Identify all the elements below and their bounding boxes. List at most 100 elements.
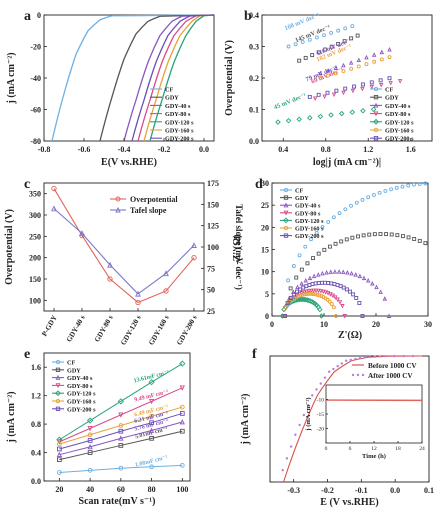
data-point [149,413,154,419]
x-axis-title: log|j (mA cm⁻²)| [313,157,381,168]
data-point [379,57,384,62]
y-tick-label: 1.2 [31,392,41,401]
data-point [335,297,340,302]
data-point [341,69,346,73]
data-point [310,53,315,58]
x-tick-label: 100 [176,485,188,494]
legend-label: After 1000 CV [368,372,413,380]
data-point [334,314,338,318]
data-point [365,278,371,283]
data-point [332,367,335,371]
data-point [191,242,197,248]
data-point [323,47,328,52]
x-tick-label: -0.2 [321,486,334,495]
data-point [179,419,185,425]
data-point [311,292,316,296]
data-point [317,306,323,313]
data-point [306,289,312,294]
panel-letter-c: c [24,177,30,192]
y-tick-label: 0.2 [249,74,259,83]
legend-label: GDY-80 s [385,111,411,118]
data-point [382,296,388,301]
data-point [364,62,369,67]
data-point [336,269,342,274]
data-point [135,299,141,306]
data-point [360,86,365,92]
data-point [148,427,155,433]
data-point [354,357,357,361]
legend-marker [283,225,289,231]
y-tick-label: -60 [30,106,41,115]
y-tick-label: 250 [29,232,41,241]
y-tick-label: 0.4 [249,11,259,20]
data-point [389,232,394,237]
data-point [282,314,287,318]
data-point [107,261,113,268]
data-point [303,244,308,249]
legend-marker [55,374,61,380]
data-point [304,284,309,289]
x-tick-label: -0.3 [287,486,300,495]
data-point [366,195,371,200]
data-point [412,236,417,241]
data-point [328,269,333,274]
data-point [316,50,321,55]
data-point [56,451,62,458]
data-point [350,24,355,29]
legend-marker [373,136,379,141]
data-point [149,420,154,426]
y-tick-label: 350 [29,190,41,199]
data-point [322,33,326,38]
data-point [327,244,332,249]
data-point [314,230,319,235]
data-point [107,276,113,282]
data-point [387,55,392,60]
legend-label: GDY-40 s [385,103,411,110]
data-point [281,468,284,472]
data-point [318,289,324,294]
y-tick-label: 0.3 [249,43,259,52]
data-point [286,44,291,49]
series-line [143,14,215,142]
data-point [316,251,321,256]
data-point [318,76,323,80]
legend: Before 1000 CV After 1000 CV [351,362,417,380]
data-point [374,284,379,290]
x-tick-label: 1.2 [363,145,373,154]
data-point [288,286,293,291]
legend-marker [55,390,61,397]
data-point [284,305,288,310]
data-point [326,219,331,224]
data-point [350,235,355,240]
data-point [343,207,348,212]
x-tick-label: 1.6 [406,145,416,154]
data-point [351,292,356,297]
data-point [336,28,341,33]
panel-d: d0 10 20 30051015202530Z'(Ω)-Z''(Ω)CFGDYGDY… [232,177,432,341]
y-axis-title: j (mA cm⁻²) [6,52,17,104]
data-point [364,54,369,60]
legend-marker [283,202,289,208]
data-point [294,275,299,280]
data-point [369,80,374,85]
data-point [378,232,383,236]
data-point [332,269,338,274]
legend-marker [373,127,379,133]
data-point [350,88,356,94]
x-tick-label: GDY-120 s [119,314,143,347]
data-point [389,187,394,192]
data-point [79,230,85,236]
data-point [163,288,169,294]
inset-x-tick-label: 0 [325,446,328,452]
data-point [406,235,411,240]
data-point [383,354,387,358]
data-point [309,291,313,296]
data-point [279,313,286,319]
data-point [179,463,185,468]
data-point [306,291,311,296]
data-point [368,355,371,359]
legend-marker [115,196,121,202]
data-point [333,241,338,246]
data-point [332,282,337,287]
